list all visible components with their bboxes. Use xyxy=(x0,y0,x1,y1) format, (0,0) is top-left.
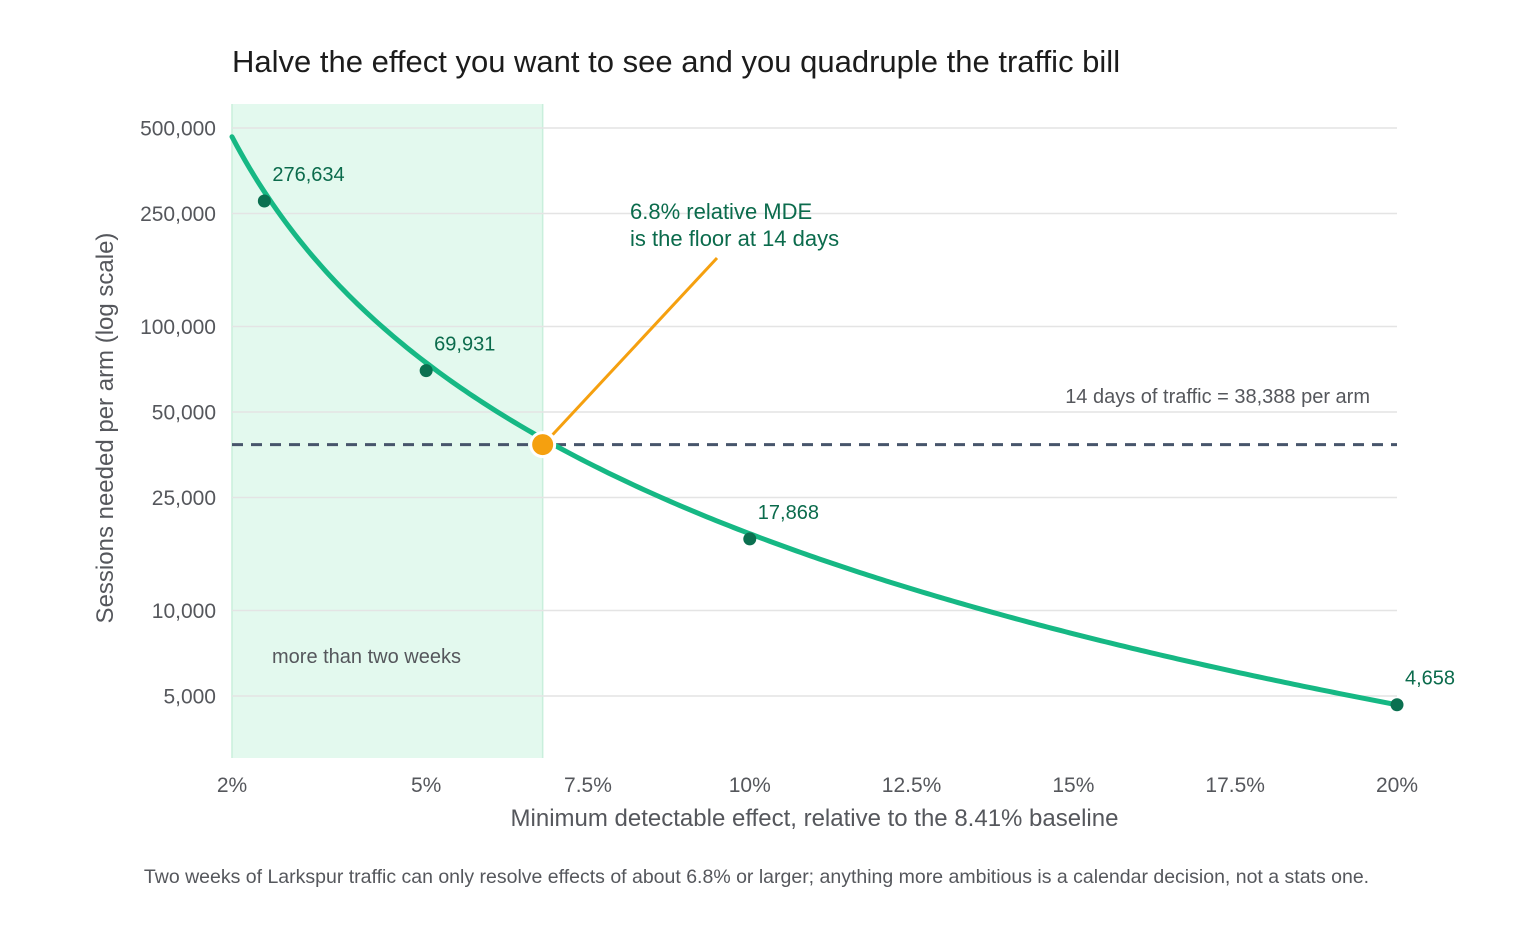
y-axis-title: Sessions needed per arm (log scale) xyxy=(92,233,119,624)
annotation-arrow-line xyxy=(551,256,719,436)
chart-text-layer: more than two weeks 5,000 10,000 25,000 50,0… xyxy=(92,118,1455,833)
x-tick-label: 20% xyxy=(1376,774,1418,797)
series-layer xyxy=(229,134,1400,708)
x-tick-label: 2% xyxy=(217,774,247,797)
annotation-text-line: is the floor at 14 days xyxy=(630,226,839,251)
data-point xyxy=(257,194,271,208)
x-axis-title: Minimum detectable effect, relative to t… xyxy=(511,805,1119,832)
data-point xyxy=(1390,698,1404,712)
x-tick-label: 7.5% xyxy=(564,774,612,797)
y-tick-label: 50,000 xyxy=(152,402,216,425)
x-tick-label: 17.5% xyxy=(1205,774,1265,797)
y-tick-label: 100,000 xyxy=(140,316,216,339)
data-label: 69,931 xyxy=(434,334,495,356)
data-point xyxy=(743,532,757,546)
x-tick-label: 12.5% xyxy=(882,774,942,797)
x-tick-label: 10% xyxy=(729,774,771,797)
y-tick-label: 5,000 xyxy=(163,686,216,709)
data-point xyxy=(419,364,433,378)
data-label: 276,634 xyxy=(272,164,344,186)
highlight-point xyxy=(529,431,557,459)
chart-title: Halve the effect you want to see and you… xyxy=(232,44,1121,79)
data-label: 17,868 xyxy=(758,502,819,524)
x-tick-label: 5% xyxy=(411,774,441,797)
shaded-region-label: more than two weeks xyxy=(272,646,461,668)
x-tick-label: 15% xyxy=(1052,774,1094,797)
y-tick-label: 500,000 xyxy=(140,118,216,141)
annotation-text-line: 6.8% relative MDE xyxy=(630,199,812,224)
points-layer xyxy=(257,194,1404,712)
annotation-layer xyxy=(529,256,719,459)
reference-line-label: 14 days of traffic = 38,388 per arm xyxy=(1065,386,1370,408)
chart-caption: Two weeks of Larkspur traffic can only r… xyxy=(143,866,1370,888)
gridline-layer xyxy=(232,127,1397,697)
y-tick-label: 250,000 xyxy=(140,203,216,226)
series-line xyxy=(229,134,1400,708)
y-tick-label: 25,000 xyxy=(152,487,216,510)
data-label: 4,658 xyxy=(1405,668,1455,690)
y-tick-label: 10,000 xyxy=(152,600,216,623)
